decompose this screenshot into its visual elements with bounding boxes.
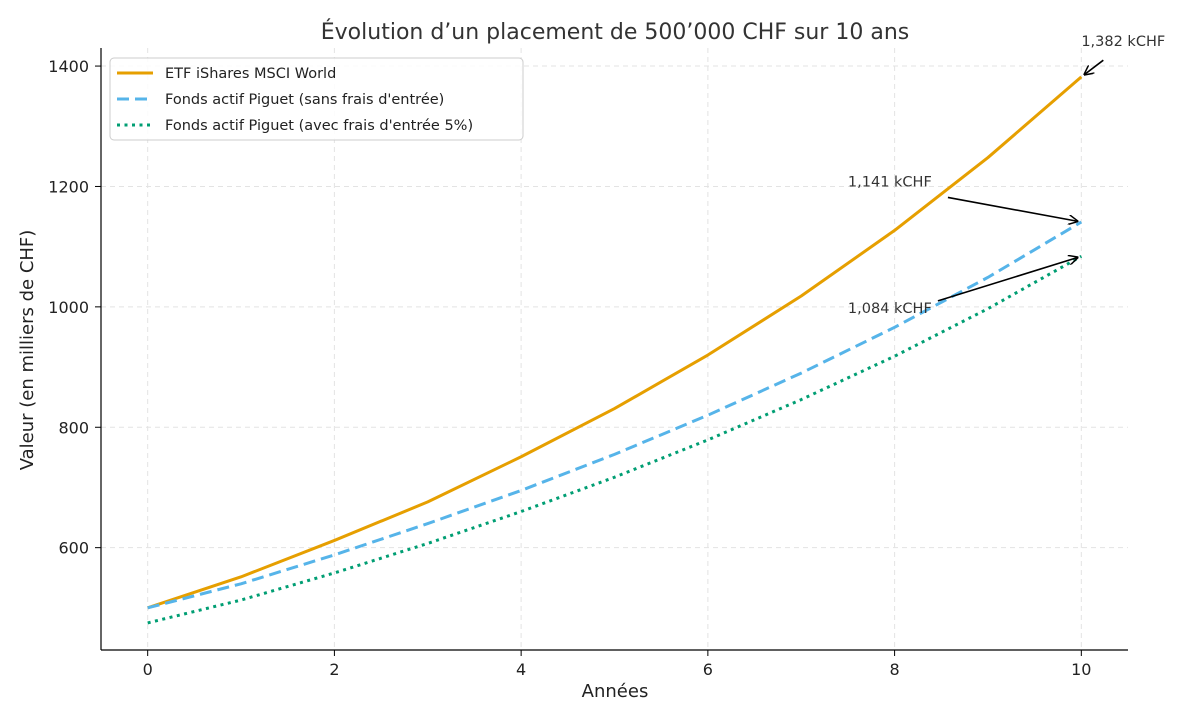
axes: 0 2 4 6 8 10 600 800 1000 1200 1400 xyxy=(48,48,1128,679)
legend-label: ETF iShares MSCI World xyxy=(165,66,336,82)
x-tick-label: 10 xyxy=(1071,660,1091,679)
legend: ETF iShares MSCI World Fonds actif Piguet… xyxy=(109,57,524,141)
legend-label: Fonds actif Piguet (sans frais d'entrée) xyxy=(165,92,444,108)
annotation-arrow xyxy=(947,196,1077,221)
annotation-label: 1,382 kCHF xyxy=(1081,34,1165,50)
y-axis-title: Valeur (en milliers de CHF) xyxy=(17,230,38,471)
x-tick-label: 0 xyxy=(143,660,153,679)
annotation-label: 1,141 kCHF xyxy=(848,174,932,190)
x-tick-label: 2 xyxy=(329,660,339,679)
y-tick-label: 1000 xyxy=(48,298,89,317)
y-tick-label: 1400 xyxy=(48,57,89,76)
x-tick-label: 4 xyxy=(516,660,526,679)
series-line xyxy=(147,254,1083,625)
series-line xyxy=(147,220,1083,610)
annotation-arrow xyxy=(937,257,1078,302)
x-tick-label: 8 xyxy=(889,660,899,679)
series-lines xyxy=(147,75,1083,625)
annotations: 1,382 kCHF 1,141 kCHF 1,084 kCHF xyxy=(848,34,1165,317)
annotation-label: 1,084 kCHF xyxy=(848,301,932,317)
annotation-arrow xyxy=(1085,59,1104,74)
y-tick-label: 600 xyxy=(58,539,89,558)
x-axis-title: Années xyxy=(582,681,649,702)
y-tick-label: 800 xyxy=(58,418,89,437)
chart-title: Évolution d’un placement de 500’000 CHF … xyxy=(321,19,909,45)
series-line xyxy=(147,75,1083,610)
legend-box xyxy=(109,57,524,141)
x-tick-label: 6 xyxy=(703,660,713,679)
y-tick-label: 1200 xyxy=(48,177,89,196)
legend-label: Fonds actif Piguet (avec frais d'entrée … xyxy=(165,118,473,134)
